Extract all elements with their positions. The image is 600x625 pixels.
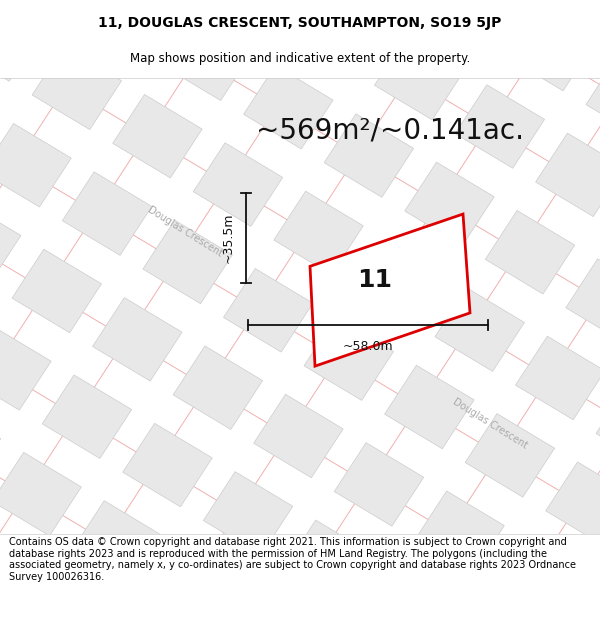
- Polygon shape: [0, 201, 21, 284]
- Polygon shape: [405, 162, 494, 246]
- Polygon shape: [310, 214, 470, 366]
- Polygon shape: [244, 66, 333, 149]
- Polygon shape: [415, 491, 504, 574]
- Polygon shape: [163, 17, 253, 101]
- Text: ~35.5m: ~35.5m: [221, 213, 235, 263]
- Polygon shape: [0, 404, 1, 488]
- Polygon shape: [304, 317, 394, 401]
- Text: 11: 11: [357, 268, 392, 292]
- Polygon shape: [123, 423, 212, 507]
- Text: 11, DOUGLAS CRESCENT, SOUTHAMPTON, SO19 5JP: 11, DOUGLAS CRESCENT, SOUTHAMPTON, SO19 …: [98, 16, 502, 31]
- Polygon shape: [374, 36, 464, 120]
- Polygon shape: [62, 172, 152, 256]
- Polygon shape: [12, 249, 101, 332]
- Polygon shape: [385, 365, 474, 449]
- Polygon shape: [334, 442, 424, 526]
- Polygon shape: [254, 394, 343, 478]
- Polygon shape: [0, 530, 31, 613]
- Polygon shape: [496, 539, 585, 623]
- Polygon shape: [42, 375, 131, 459]
- Text: Map shows position and indicative extent of the property.: Map shows position and indicative extent…: [130, 52, 470, 65]
- Polygon shape: [455, 85, 545, 168]
- Polygon shape: [284, 520, 373, 604]
- Polygon shape: [505, 8, 595, 91]
- Polygon shape: [92, 298, 182, 381]
- Polygon shape: [113, 94, 202, 178]
- Polygon shape: [173, 346, 263, 429]
- Polygon shape: [596, 384, 600, 468]
- Polygon shape: [143, 220, 232, 304]
- Text: Contains OS data © Crown copyright and database right 2021. This information is : Contains OS data © Crown copyright and d…: [9, 537, 576, 582]
- Text: ~569m²/~0.141ac.: ~569m²/~0.141ac.: [256, 117, 524, 145]
- Polygon shape: [355, 239, 444, 323]
- Text: Douglas Crescent: Douglas Crescent: [451, 397, 529, 451]
- Polygon shape: [0, 327, 51, 410]
- Polygon shape: [0, 0, 41, 81]
- Polygon shape: [485, 211, 575, 294]
- Polygon shape: [546, 462, 600, 546]
- Polygon shape: [73, 501, 162, 584]
- Polygon shape: [566, 259, 600, 343]
- Polygon shape: [203, 472, 293, 555]
- Polygon shape: [435, 288, 524, 371]
- Text: Douglas Crescent: Douglas Crescent: [146, 205, 224, 259]
- Polygon shape: [32, 46, 122, 129]
- Polygon shape: [586, 56, 600, 139]
- Text: ~58.0m: ~58.0m: [343, 339, 394, 352]
- Polygon shape: [193, 143, 283, 226]
- Polygon shape: [536, 133, 600, 217]
- Polygon shape: [0, 124, 71, 207]
- Polygon shape: [324, 114, 413, 198]
- Polygon shape: [465, 414, 554, 497]
- Polygon shape: [223, 269, 313, 352]
- Polygon shape: [274, 191, 363, 274]
- Polygon shape: [0, 452, 82, 536]
- Polygon shape: [515, 336, 600, 420]
